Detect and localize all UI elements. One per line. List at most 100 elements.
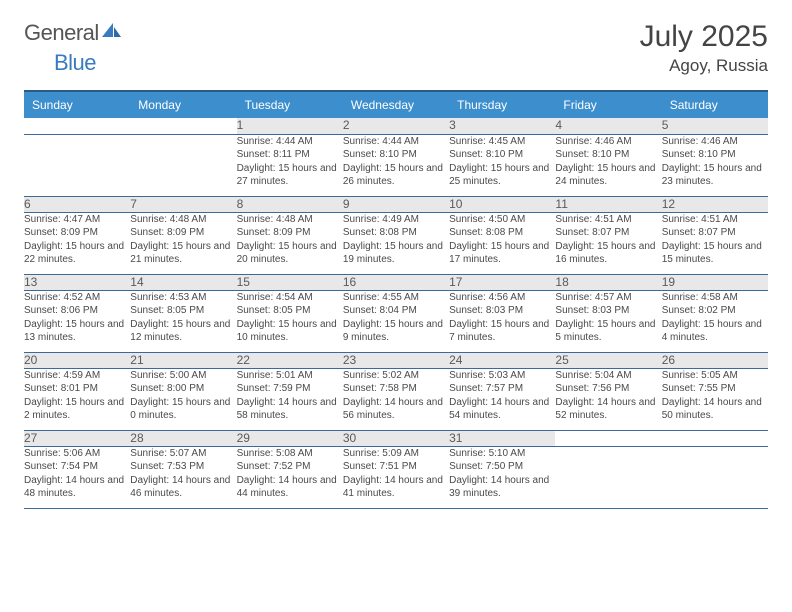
day-cell: Sunrise: 4:57 AMSunset: 8:03 PMDaylight:… xyxy=(555,290,661,352)
sunrise-text: Sunrise: 4:44 AM xyxy=(237,135,343,149)
day-number: 19 xyxy=(662,274,768,290)
month-title: July 2025 xyxy=(640,20,768,54)
day-number: 16 xyxy=(343,274,449,290)
day-number: 6 xyxy=(24,196,130,212)
day-number: 8 xyxy=(237,196,343,212)
day-cell: Sunrise: 5:08 AMSunset: 7:52 PMDaylight:… xyxy=(237,446,343,508)
daylight-text: Daylight: 14 hours and 39 minutes. xyxy=(449,474,555,501)
day-cell: Sunrise: 5:03 AMSunset: 7:57 PMDaylight:… xyxy=(449,368,555,430)
sunset-text: Sunset: 8:10 PM xyxy=(343,148,449,162)
daylight-text: Daylight: 14 hours and 52 minutes. xyxy=(555,396,661,423)
day-number: 11 xyxy=(555,196,661,212)
day-number: 15 xyxy=(237,274,343,290)
day-content-row: Sunrise: 5:06 AMSunset: 7:54 PMDaylight:… xyxy=(24,446,768,508)
daynum-row: 20212223242526 xyxy=(24,352,768,368)
page: General July 2025 Agoy, Russia Blue Sund… xyxy=(0,0,792,529)
day-number: 10 xyxy=(449,196,555,212)
day-cell: Sunrise: 4:44 AMSunset: 8:10 PMDaylight:… xyxy=(343,134,449,196)
daynum-row: 6789101112 xyxy=(24,196,768,212)
sunrise-text: Sunrise: 4:58 AM xyxy=(662,291,768,305)
sunset-text: Sunset: 8:07 PM xyxy=(555,226,661,240)
daylight-text: Daylight: 15 hours and 27 minutes. xyxy=(237,162,343,189)
day-cell: Sunrise: 4:53 AMSunset: 8:05 PMDaylight:… xyxy=(130,290,236,352)
day-number: 1 xyxy=(237,118,343,134)
sunrise-text: Sunrise: 5:01 AM xyxy=(237,369,343,383)
daylight-text: Daylight: 15 hours and 16 minutes. xyxy=(555,240,661,267)
day-cell: Sunrise: 5:10 AMSunset: 7:50 PMDaylight:… xyxy=(449,446,555,508)
sunrise-text: Sunrise: 5:08 AM xyxy=(237,447,343,461)
sunset-text: Sunset: 8:03 PM xyxy=(555,304,661,318)
day-cell: Sunrise: 4:44 AMSunset: 8:11 PMDaylight:… xyxy=(237,134,343,196)
day-number: 26 xyxy=(662,352,768,368)
day-number xyxy=(130,118,236,134)
brand-part2: Blue xyxy=(54,50,96,75)
sunrise-text: Sunrise: 5:02 AM xyxy=(343,369,449,383)
sunrise-text: Sunrise: 5:05 AM xyxy=(662,369,768,383)
daylight-text: Daylight: 15 hours and 7 minutes. xyxy=(449,318,555,345)
sunset-text: Sunset: 7:57 PM xyxy=(449,382,555,396)
daylight-text: Daylight: 15 hours and 19 minutes. xyxy=(343,240,449,267)
day-cell: Sunrise: 5:05 AMSunset: 7:55 PMDaylight:… xyxy=(662,368,768,430)
sunset-text: Sunset: 8:08 PM xyxy=(449,226,555,240)
day-number xyxy=(662,430,768,446)
sunrise-text: Sunrise: 4:57 AM xyxy=(555,291,661,305)
calendar-body: 12345Sunrise: 4:44 AMSunset: 8:11 PMDayl… xyxy=(24,118,768,508)
sunset-text: Sunset: 8:08 PM xyxy=(343,226,449,240)
sunset-text: Sunset: 7:55 PM xyxy=(662,382,768,396)
sunrise-text: Sunrise: 4:55 AM xyxy=(343,291,449,305)
day-content-row: Sunrise: 4:47 AMSunset: 8:09 PMDaylight:… xyxy=(24,212,768,274)
sail-icon xyxy=(101,22,123,45)
daynum-row: 12345 xyxy=(24,118,768,134)
day-cell: Sunrise: 5:06 AMSunset: 7:54 PMDaylight:… xyxy=(24,446,130,508)
daylight-text: Daylight: 15 hours and 22 minutes. xyxy=(24,240,130,267)
sunrise-text: Sunrise: 5:00 AM xyxy=(130,369,236,383)
sunrise-text: Sunrise: 4:45 AM xyxy=(449,135,555,149)
daylight-text: Daylight: 14 hours and 58 minutes. xyxy=(237,396,343,423)
sunset-text: Sunset: 8:05 PM xyxy=(130,304,236,318)
sunset-text: Sunset: 8:11 PM xyxy=(237,148,343,162)
day-number: 28 xyxy=(130,430,236,446)
day-cell: Sunrise: 4:52 AMSunset: 8:06 PMDaylight:… xyxy=(24,290,130,352)
day-cell: Sunrise: 5:04 AMSunset: 7:56 PMDaylight:… xyxy=(555,368,661,430)
daylight-text: Daylight: 14 hours and 46 minutes. xyxy=(130,474,236,501)
sunset-text: Sunset: 8:09 PM xyxy=(24,226,130,240)
brand-part1: General xyxy=(24,20,99,46)
day-number: 13 xyxy=(24,274,130,290)
day-number: 24 xyxy=(449,352,555,368)
day-number: 7 xyxy=(130,196,236,212)
day-cell: Sunrise: 5:01 AMSunset: 7:59 PMDaylight:… xyxy=(237,368,343,430)
daynum-row: 2728293031 xyxy=(24,430,768,446)
sunrise-text: Sunrise: 4:51 AM xyxy=(662,213,768,227)
daylight-text: Daylight: 15 hours and 5 minutes. xyxy=(555,318,661,345)
day-number: 9 xyxy=(343,196,449,212)
weekday-header: Monday xyxy=(130,91,236,118)
weekday-header: Thursday xyxy=(449,91,555,118)
sunset-text: Sunset: 8:00 PM xyxy=(130,382,236,396)
sunset-text: Sunset: 8:07 PM xyxy=(662,226,768,240)
daylight-text: Daylight: 15 hours and 24 minutes. xyxy=(555,162,661,189)
sunrise-text: Sunrise: 4:49 AM xyxy=(343,213,449,227)
sunset-text: Sunset: 8:01 PM xyxy=(24,382,130,396)
daylight-text: Daylight: 15 hours and 25 minutes. xyxy=(449,162,555,189)
sunset-text: Sunset: 7:54 PM xyxy=(24,460,130,474)
day-cell: Sunrise: 4:59 AMSunset: 8:01 PMDaylight:… xyxy=(24,368,130,430)
day-cell: Sunrise: 4:46 AMSunset: 8:10 PMDaylight:… xyxy=(555,134,661,196)
day-number: 25 xyxy=(555,352,661,368)
day-number: 27 xyxy=(24,430,130,446)
daylight-text: Daylight: 15 hours and 4 minutes. xyxy=(662,318,768,345)
day-number: 18 xyxy=(555,274,661,290)
weekday-header: Saturday xyxy=(662,91,768,118)
day-cell: Sunrise: 4:47 AMSunset: 8:09 PMDaylight:… xyxy=(24,212,130,274)
day-number: 29 xyxy=(237,430,343,446)
weekday-header: Sunday xyxy=(24,91,130,118)
day-number xyxy=(555,430,661,446)
daylight-text: Daylight: 15 hours and 20 minutes. xyxy=(237,240,343,267)
sunrise-text: Sunrise: 4:46 AM xyxy=(555,135,661,149)
day-number: 23 xyxy=(343,352,449,368)
sunrise-text: Sunrise: 5:06 AM xyxy=(24,447,130,461)
day-number: 4 xyxy=(555,118,661,134)
sunrise-text: Sunrise: 4:48 AM xyxy=(237,213,343,227)
day-cell: Sunrise: 4:58 AMSunset: 8:02 PMDaylight:… xyxy=(662,290,768,352)
sunrise-text: Sunrise: 4:52 AM xyxy=(24,291,130,305)
sunset-text: Sunset: 7:51 PM xyxy=(343,460,449,474)
